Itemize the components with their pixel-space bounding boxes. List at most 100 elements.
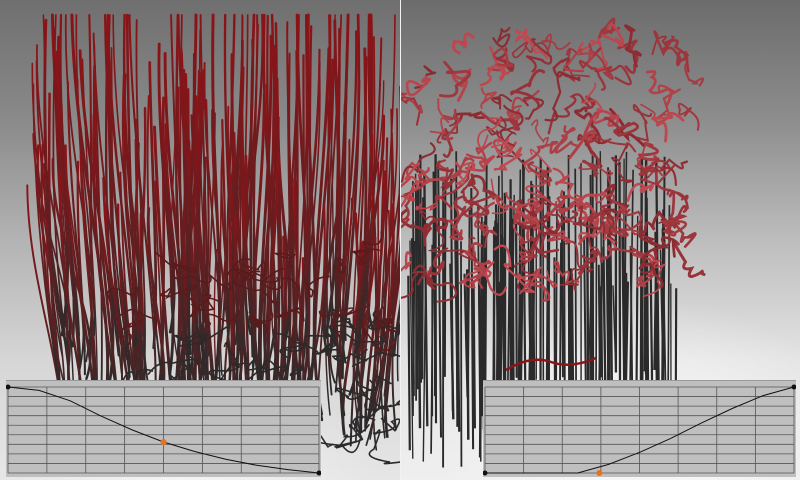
hair-curl	[660, 158, 689, 186]
curve-endpoint-handle[interactable]	[6, 384, 11, 390]
hair-tangle	[335, 387, 390, 412]
hair-curl	[595, 193, 628, 215]
hair-tangle	[376, 306, 388, 340]
hair-tangle	[173, 331, 204, 348]
hair-tangle	[182, 291, 220, 311]
hair-stray-strand	[505, 356, 597, 372]
hair-strand	[252, 92, 266, 396]
hair-curl	[530, 119, 550, 150]
hair-render-curly	[401, 17, 706, 469]
hair-curl	[626, 182, 654, 202]
hair-strand	[353, 36, 376, 430]
curve-control-point[interactable]	[160, 439, 167, 446]
hair-curl	[645, 70, 673, 107]
hair-curl	[451, 68, 472, 102]
hair-stem	[609, 241, 614, 401]
hair-strand	[391, 85, 400, 431]
hair-strand	[182, 117, 205, 352]
hair-curl	[438, 60, 472, 98]
hair-tangle	[374, 318, 398, 334]
hair-stem	[456, 233, 461, 432]
hair-curl	[516, 266, 542, 295]
hair-stem	[558, 242, 562, 400]
hair-curl	[544, 199, 574, 219]
hair-tangle	[276, 307, 305, 322]
curve-graph-left[interactable]	[6, 381, 321, 477]
hair-stem	[463, 273, 469, 398]
hair-strand	[392, 300, 400, 356]
hair-strand	[259, 98, 277, 384]
hair-strand	[303, 204, 326, 390]
hair-curl	[403, 170, 435, 202]
hair-stem	[449, 263, 455, 420]
hair-curl	[495, 195, 539, 230]
hair-tangle	[317, 329, 339, 355]
hair-curl	[401, 92, 423, 114]
hair-stem	[419, 154, 423, 383]
hair-strand	[299, 25, 313, 421]
hair-curl	[585, 135, 637, 153]
hair-curl	[455, 161, 476, 185]
hair-tangle	[247, 356, 285, 382]
hair-curl	[458, 259, 492, 285]
hair-strand	[341, 241, 364, 436]
hair-curl	[597, 17, 621, 39]
hair-curl	[599, 200, 629, 238]
hair-curl	[525, 268, 551, 302]
hair-tangle	[171, 269, 232, 291]
hair-curl	[465, 141, 493, 162]
hair-curl	[435, 160, 456, 191]
curve-editor-left[interactable]	[6, 380, 321, 477]
hair-tangle	[331, 352, 368, 367]
hair-stem	[553, 257, 556, 381]
curve-control-point[interactable]	[596, 470, 603, 476]
hair-tangle	[240, 270, 274, 304]
hair-strand	[298, 48, 321, 400]
hair-tangle	[113, 308, 158, 334]
hair-stem	[432, 171, 437, 380]
hair-strand	[92, 112, 122, 407]
hair-curl	[401, 273, 419, 301]
hair-tangle	[332, 257, 347, 274]
hair-stem	[655, 162, 661, 410]
hair-strand	[324, 13, 350, 339]
curve-endpoint-handle[interactable]	[483, 470, 488, 476]
hair-tangle	[356, 379, 392, 411]
hair-tangle	[351, 351, 400, 367]
hair-tangle	[201, 309, 241, 331]
hair-strand	[355, 236, 377, 419]
hair-stem	[583, 236, 587, 388]
hair-curl	[638, 248, 664, 289]
hair-curl	[401, 142, 436, 183]
hair-curl	[577, 249, 600, 275]
hair-curl	[603, 116, 639, 137]
hair-strand	[334, 140, 351, 393]
hair-tangle	[106, 286, 139, 306]
hair-curl	[637, 141, 660, 176]
hair-tangle	[233, 270, 279, 288]
hair-tangle	[330, 313, 342, 339]
hair-curl	[614, 208, 643, 235]
hair-tangle	[248, 314, 269, 337]
hair-curl	[661, 39, 690, 62]
hair-curl	[418, 208, 449, 253]
hair-curl	[553, 260, 580, 286]
hair-curl	[600, 245, 645, 261]
hair-curl	[492, 26, 511, 48]
hair-strand	[239, 16, 254, 415]
hair-tangle	[378, 319, 400, 344]
hair-stem	[443, 177, 447, 377]
hair-curl	[638, 222, 678, 258]
curve-graph-right[interactable]	[483, 381, 796, 477]
hair-tangle	[186, 326, 228, 349]
hair-strand	[364, 108, 393, 432]
hair-curl	[535, 189, 572, 207]
hair-curl	[523, 96, 545, 120]
viewport-divider[interactable]	[400, 0, 401, 480]
hair-strand	[355, 47, 368, 348]
curve-editor-right[interactable]	[483, 380, 796, 477]
hair-strand	[266, 77, 282, 370]
curve-endpoint-handle[interactable]	[316, 470, 322, 476]
curve-endpoint-handle[interactable]	[791, 384, 797, 390]
hair-curl	[527, 161, 553, 187]
